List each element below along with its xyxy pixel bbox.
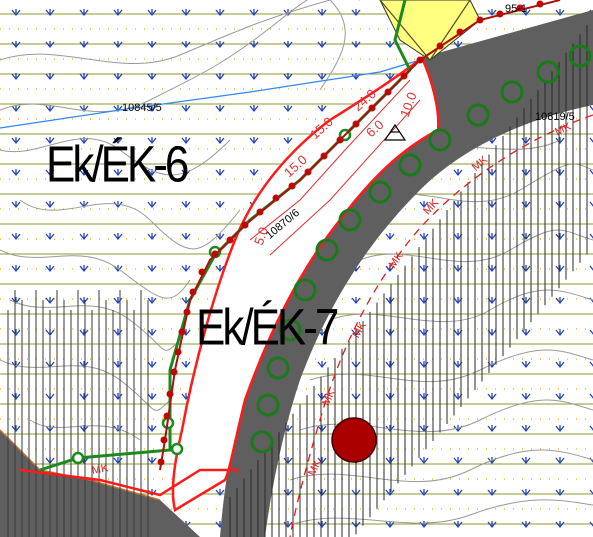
parcel-number: 95-1 xyxy=(505,3,528,15)
mk-line xyxy=(289,114,593,537)
zone-label-ek7: Ek/ÉK-7 xyxy=(196,299,339,356)
route-point xyxy=(272,194,280,202)
tree-row xyxy=(250,44,592,454)
zone-label-ek6: Ek/ÉK-6 xyxy=(46,136,189,193)
zone-boundary-ek7 xyxy=(171,56,440,512)
arrow-marker-icon xyxy=(383,123,407,141)
parcel-number: 10845/5 xyxy=(122,102,162,114)
parcel-number: 10819/5 xyxy=(535,111,575,123)
point-marker[interactable] xyxy=(331,417,377,463)
parcel-boundary xyxy=(0,59,421,129)
